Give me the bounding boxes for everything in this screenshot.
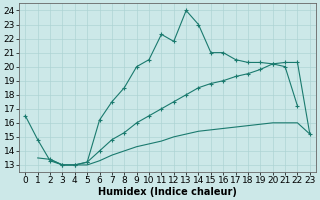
X-axis label: Humidex (Indice chaleur): Humidex (Indice chaleur) [98, 187, 237, 197]
